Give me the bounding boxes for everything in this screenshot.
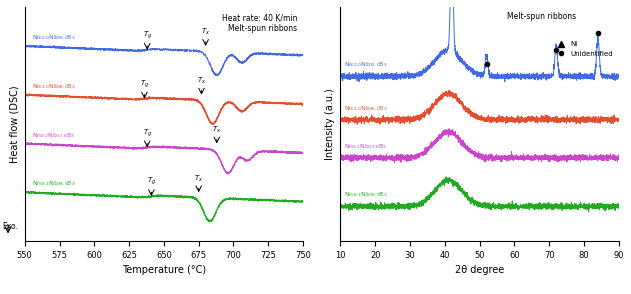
Text: $T_x$: $T_x$ bbox=[201, 27, 210, 37]
Y-axis label: Heat flow (DSC): Heat flow (DSC) bbox=[9, 85, 19, 163]
Text: $T_x$: $T_x$ bbox=[212, 125, 221, 135]
Text: $T_g$: $T_g$ bbox=[147, 176, 156, 187]
Text: Heat rate: 40 K/min
Melt-spun ribbons: Heat rate: 40 K/min Melt-spun ribbons bbox=[222, 14, 297, 33]
Text: Ni$_{59.2}$Nb$_{37.8}$B$_3$: Ni$_{59.2}$Nb$_{37.8}$B$_3$ bbox=[32, 131, 74, 140]
Text: $T_x$: $T_x$ bbox=[194, 173, 203, 183]
X-axis label: Temperature (°C): Temperature (°C) bbox=[122, 265, 206, 275]
Text: Exo.: Exo. bbox=[3, 222, 18, 231]
Text: Ni$_{61.0}$Nb$_{36.0}$B$_3$: Ni$_{61.0}$Nb$_{36.0}$B$_3$ bbox=[32, 82, 75, 91]
Text: $T_g$: $T_g$ bbox=[143, 30, 152, 41]
Text: $T_x$: $T_x$ bbox=[197, 76, 206, 86]
Text: Ni$_{58.1}$Nb$_{38.9}$B$_3$: Ni$_{58.1}$Nb$_{38.9}$B$_3$ bbox=[32, 180, 75, 188]
Text: Ni$_{61.0}$Nb$_{36.0}$B$_3$: Ni$_{61.0}$Nb$_{36.0}$B$_3$ bbox=[344, 104, 387, 113]
Text: Melt-spun ribbons: Melt-spun ribbons bbox=[507, 12, 577, 21]
Text: Ni$_{62.0}$Nb$_{35.0}$B$_3$: Ni$_{62.0}$Nb$_{35.0}$B$_3$ bbox=[344, 61, 387, 69]
Text: $T_g$: $T_g$ bbox=[143, 127, 152, 139]
Text: Ni$_{62.0}$Nb$_{35.0}$B$_3$: Ni$_{62.0}$Nb$_{35.0}$B$_3$ bbox=[32, 33, 75, 42]
Y-axis label: Intensity (a.u.): Intensity (a.u.) bbox=[325, 88, 335, 160]
Legend: Ni, Unidentified: Ni, Unidentified bbox=[551, 39, 615, 60]
Text: $T_g$: $T_g$ bbox=[140, 78, 149, 90]
Text: Ni$_{58.1}$Nb$_{38.9}$B$_3$: Ni$_{58.1}$Nb$_{38.9}$B$_3$ bbox=[344, 191, 387, 199]
X-axis label: 2θ degree: 2θ degree bbox=[455, 265, 504, 275]
Text: Ni$_{59.2}$Nb$_{37.8}$B$_3$: Ni$_{59.2}$Nb$_{37.8}$B$_3$ bbox=[344, 142, 387, 151]
